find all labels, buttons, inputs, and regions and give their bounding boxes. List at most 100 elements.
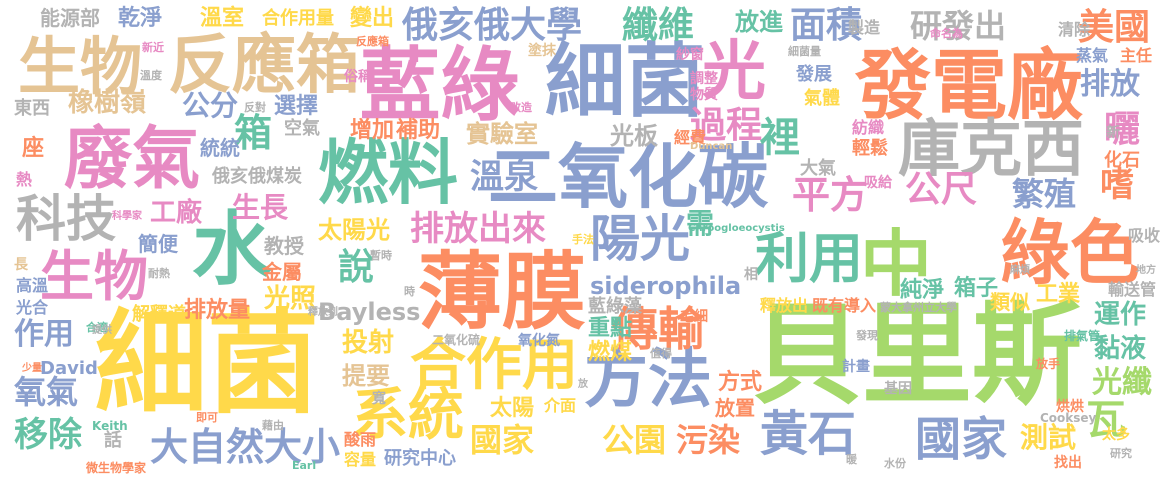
cloud-word: 手法 <box>572 233 594 246</box>
cloud-word: Duncan <box>690 141 733 152</box>
cloud-word: 吸收 <box>1128 226 1161 245</box>
cloud-word: 平方 <box>792 173 869 217</box>
cloud-word: siderophila <box>590 272 742 300</box>
cloud-word: 計畫 <box>842 359 870 375</box>
cloud-word: 面積 <box>790 5 863 46</box>
cloud-word: 放手 <box>1036 357 1061 371</box>
cloud-word: 輸送管 <box>1108 280 1157 299</box>
cloud-word: 東西 <box>14 98 50 119</box>
cloud-word: 投射 <box>342 328 395 358</box>
cloud-word: 燃料 <box>318 132 458 214</box>
cloud-word: 釋放出 <box>760 296 809 315</box>
cloud-word: 測試 <box>1020 421 1077 454</box>
cloud-word: 溫室 <box>200 6 245 31</box>
cloud-word: 方法 <box>584 343 712 417</box>
cloud-word: 繁殖 <box>1012 175 1077 213</box>
cloud-word: 暖 <box>846 453 857 466</box>
cloud-word: 光照 <box>264 284 317 314</box>
cloud-word: 氣體 <box>804 88 840 109</box>
cloud-word: 化石 <box>1104 150 1140 171</box>
cloud-word: 合作用量 <box>262 8 334 29</box>
cloud-word: 物質 <box>690 87 718 103</box>
cloud-word: 排放 <box>1080 67 1140 102</box>
cloud-word: 微生物學家 <box>86 461 147 475</box>
cloud-word: 水份 <box>884 457 906 470</box>
cloud-word: 瓦 <box>1086 397 1126 443</box>
cloud-word: 即可 <box>196 411 218 424</box>
cloud-word: 美國 <box>1078 7 1151 48</box>
cloud-word: 太多 <box>1102 427 1130 443</box>
cloud-word: 藉由 <box>262 419 284 432</box>
cloud-word: 吸給 <box>864 175 892 191</box>
cloud-word: 塗抹 <box>528 43 556 59</box>
cloud-word: 金屬 <box>262 260 302 284</box>
cloud-word: 導入 <box>844 296 877 315</box>
cloud-word: 基因 <box>884 381 912 397</box>
cloud-word: 命名為 <box>930 27 963 40</box>
cloud-word: 發電廠 <box>855 41 1083 130</box>
cloud-word: 輕鬆 <box>852 138 888 159</box>
cloud-word: 能源部 <box>40 6 100 30</box>
cloud-word: 烘烘 <box>1056 399 1084 415</box>
cloud-word: 傳輸 <box>612 302 704 356</box>
cloud-word: 少量 <box>22 363 42 374</box>
cloud-word: 箱 <box>234 111 273 155</box>
cloud-word: 系統 <box>352 383 464 448</box>
cloud-word: 值得 <box>650 347 672 360</box>
cloud-word: 細菌 <box>95 299 319 429</box>
cloud-word: 太陽 <box>490 396 535 421</box>
cloud-word: 介面 <box>544 396 577 415</box>
cloud-word: 座 <box>22 136 45 161</box>
cloud-word: 藍綠藻 <box>588 296 642 317</box>
cloud-word: 嗜 <box>1100 165 1134 205</box>
cloud-word: 蒙大拿州立大學 <box>880 301 957 314</box>
cloud-word: 說 <box>338 247 375 288</box>
cloud-word: 薄膜 <box>418 243 587 341</box>
cloud-word: 放 <box>578 379 588 390</box>
cloud-word: 綠色 <box>1000 212 1140 294</box>
cloud-word: 排放出來 <box>410 209 546 249</box>
cloud-word: 氧化氮 <box>518 333 560 349</box>
cloud-word: 排氣管 <box>1064 329 1101 343</box>
cloud-word: 過程 <box>690 105 763 146</box>
cloud-word: 藍綠 <box>360 39 520 132</box>
cloud-word: 光 <box>702 35 766 109</box>
cloud-word: 純淨 <box>900 278 945 303</box>
cloud-word: 俄亥俄大學 <box>402 5 583 46</box>
cloud-word: 生物 <box>18 30 143 103</box>
cloud-word: 教授 <box>264 234 304 258</box>
cloud-word: 蒸氣 <box>1076 46 1109 65</box>
cloud-word: 容量 <box>344 450 377 469</box>
cloud-word: 調整 <box>690 71 718 87</box>
cloud-word: 燃煤 <box>588 340 633 365</box>
cloud-word: 改造 <box>510 101 532 114</box>
cloud-word: 反應箱 <box>356 35 389 48</box>
cloud-word: Cooksey <box>1040 411 1097 425</box>
cloud-word: 中 <box>860 222 933 306</box>
cloud-word: 工業 <box>1036 282 1081 307</box>
cloud-word: Earl <box>292 459 317 472</box>
cloud-word: 氧氣 <box>14 373 79 411</box>
cloud-word: 實驗室 <box>466 120 538 148</box>
cloud-word: 公分 <box>182 89 239 122</box>
cloud-word: 發展 <box>796 64 832 85</box>
cloud-word: 放置 <box>715 396 755 420</box>
cloud-word: 反對 <box>244 101 266 114</box>
cloud-word: 紗窗 <box>676 47 704 63</box>
cloud-word: 新 <box>1106 125 1120 141</box>
cloud-word: 乾淨 <box>118 6 163 31</box>
cloud-word: 橡樹嶺 <box>68 88 147 118</box>
cloud-word: 發現 <box>856 329 878 342</box>
cloud-word: 變出 <box>350 6 395 31</box>
cloud-word: 運作 <box>1094 300 1147 330</box>
cloud-word: 麻煩 <box>1010 265 1030 276</box>
cloud-word: 類似 <box>990 290 1030 314</box>
cloud-word: 暫時 <box>370 249 392 262</box>
cloud-word: 纖維 <box>622 5 695 46</box>
cloud-word: 科學家 <box>112 211 142 222</box>
cloud-word: 箱子 <box>954 276 999 301</box>
cloud-word: 解釋道 <box>132 304 186 325</box>
cloud-word: 生物 <box>40 245 148 308</box>
cloud-word: 裡 <box>760 115 800 161</box>
